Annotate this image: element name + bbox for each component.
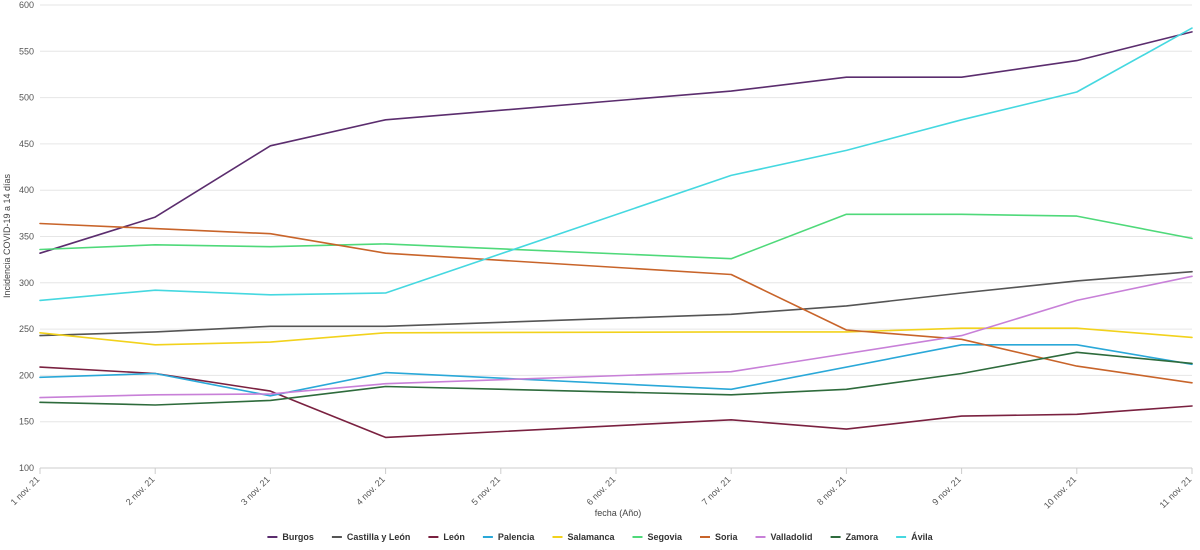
legend: Burgos Castilla y León León Palencia Salaman… bbox=[267, 532, 934, 542]
y-axis-ticks: 100 150 200 250 300 350 400 450 500 550 600 bbox=[19, 0, 34, 473]
x-tick-label: 5 nov. 21 bbox=[469, 474, 502, 507]
y-tick-label: 450 bbox=[19, 139, 34, 149]
y-tick-label: 100 bbox=[19, 463, 34, 473]
y-tick-label: 550 bbox=[19, 46, 34, 56]
series-line bbox=[39, 351, 1193, 406]
y-tick-label: 350 bbox=[19, 232, 34, 242]
legend-label: Ávila bbox=[911, 532, 934, 542]
y-tick-label: 600 bbox=[19, 0, 34, 10]
legend-label: Valladolid bbox=[771, 532, 813, 542]
series-line bbox=[39, 327, 1193, 346]
y-tick-label: 400 bbox=[19, 185, 34, 195]
series-line bbox=[39, 222, 1193, 384]
legend-item[interactable]: Salamanca bbox=[552, 532, 616, 542]
y-axis-title: Incidencia COVID-19 a 14 días bbox=[2, 173, 12, 298]
legend-label: Soria bbox=[715, 532, 739, 542]
legend-label: Salamanca bbox=[568, 532, 616, 542]
y-tick-label: 500 bbox=[19, 93, 34, 103]
legend-label: León bbox=[443, 532, 465, 542]
gridlines bbox=[40, 4, 1192, 469]
legend-label: Burgos bbox=[282, 532, 314, 542]
y-tick-label: 300 bbox=[19, 278, 34, 288]
x-tick-label: 8 nov. 21 bbox=[815, 474, 848, 507]
legend-label: Palencia bbox=[498, 532, 536, 542]
legend-item[interactable]: Ávila bbox=[896, 532, 934, 542]
series-line bbox=[39, 31, 1193, 254]
x-tick-label: 1 nov. 21 bbox=[9, 474, 42, 507]
series-lines bbox=[39, 27, 1193, 439]
series-line bbox=[39, 213, 1193, 260]
x-tick-label: 7 nov. 21 bbox=[700, 474, 733, 507]
series-line bbox=[39, 275, 1193, 399]
series-line bbox=[39, 27, 1193, 302]
legend-item[interactable]: Burgos bbox=[267, 532, 314, 542]
series-line bbox=[39, 270, 1193, 337]
legend-item[interactable]: Soria bbox=[700, 532, 739, 542]
x-axis-ticks: 1 nov. 21 2 nov. 21 3 nov. 21 4 nov. 21 5 no… bbox=[9, 468, 1194, 511]
y-tick-label: 250 bbox=[19, 324, 34, 334]
legend-item[interactable]: Segovia bbox=[632, 532, 684, 542]
legend-item[interactable]: Castilla y León bbox=[331, 532, 411, 542]
x-tick-label: 10 nov. 21 bbox=[1042, 474, 1078, 510]
legend-label: Segovia bbox=[648, 532, 684, 542]
y-tick-label: 200 bbox=[19, 370, 34, 380]
x-tick-label: 4 nov. 21 bbox=[354, 474, 387, 507]
x-axis-title: fecha (Año) bbox=[595, 508, 642, 518]
legend-item[interactable]: Palencia bbox=[482, 532, 536, 542]
legend-item[interactable]: Zamora bbox=[830, 532, 880, 542]
series-line bbox=[39, 343, 1193, 397]
legend-item[interactable]: León bbox=[428, 532, 465, 542]
x-tick-label: 2 nov. 21 bbox=[124, 474, 157, 507]
x-tick-label: 6 nov. 21 bbox=[585, 474, 618, 507]
series-line bbox=[39, 366, 1193, 439]
x-tick-label: 11 nov. 21 bbox=[1158, 474, 1194, 510]
legend-item[interactable]: Valladolid bbox=[755, 532, 813, 542]
y-tick-label: 150 bbox=[19, 417, 34, 427]
x-tick-label: 3 nov. 21 bbox=[239, 474, 272, 507]
legend-label: Castilla y León bbox=[347, 532, 411, 542]
x-tick-label: 9 nov. 21 bbox=[930, 474, 963, 507]
legend-label: Zamora bbox=[846, 532, 880, 542]
